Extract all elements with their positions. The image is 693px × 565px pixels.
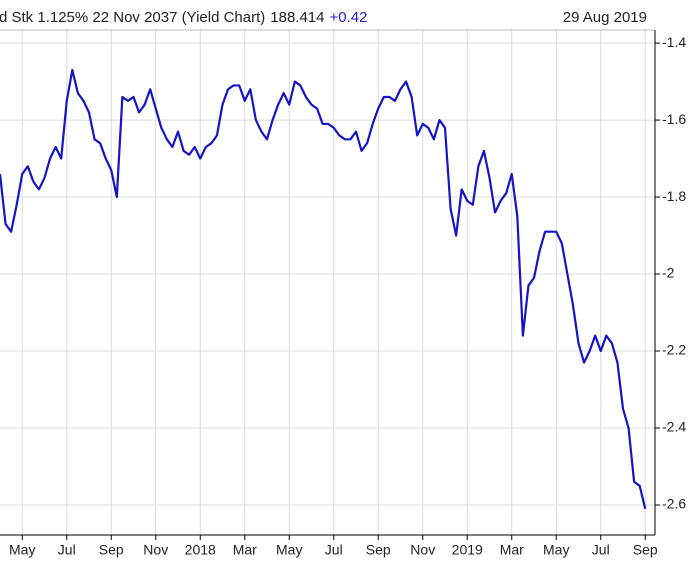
x-tick-label: May	[543, 542, 569, 558]
x-tick-label: May	[276, 542, 302, 558]
x-tick-label: Nov	[143, 542, 168, 558]
x-tick-label: Mar	[233, 542, 257, 558]
y-tick-label: -2.6	[662, 496, 686, 512]
y-tick-label: -1.8	[662, 188, 686, 204]
x-tick-label: Sep	[99, 542, 124, 558]
x-tick-label: Jul	[325, 542, 343, 558]
y-tick-label: -2.2	[662, 342, 686, 358]
line-series	[0, 68, 647, 510]
y-tick-label: -2	[662, 265, 675, 281]
chart-header: d Stk 1.125% 22 Nov 2037 (Yield Chart) 18…	[0, 9, 367, 26]
x-tick-label: Jul	[592, 542, 610, 558]
date: 29 Aug 2019	[563, 9, 647, 26]
x-tick-label: May	[9, 542, 35, 558]
change: +0.42	[330, 9, 368, 26]
x-tick-label: Nov	[410, 542, 435, 558]
x-tick-label: Jul	[58, 542, 76, 558]
y-tick-label: -2.4	[662, 419, 686, 435]
price: 188.414	[270, 9, 324, 26]
x-tick-label: Mar	[500, 542, 524, 558]
y-tick-label: -1.6	[662, 111, 686, 127]
x-tick-label: 2018	[185, 542, 216, 558]
x-tick-label: 2019	[452, 542, 483, 558]
y-tick-label: -1.4	[662, 34, 686, 50]
x-tick-label: Sep	[633, 542, 658, 558]
x-tick-label: Sep	[366, 542, 391, 558]
chart-title: d Stk 1.125% 22 Nov 2037 (Yield Chart)	[0, 9, 265, 26]
